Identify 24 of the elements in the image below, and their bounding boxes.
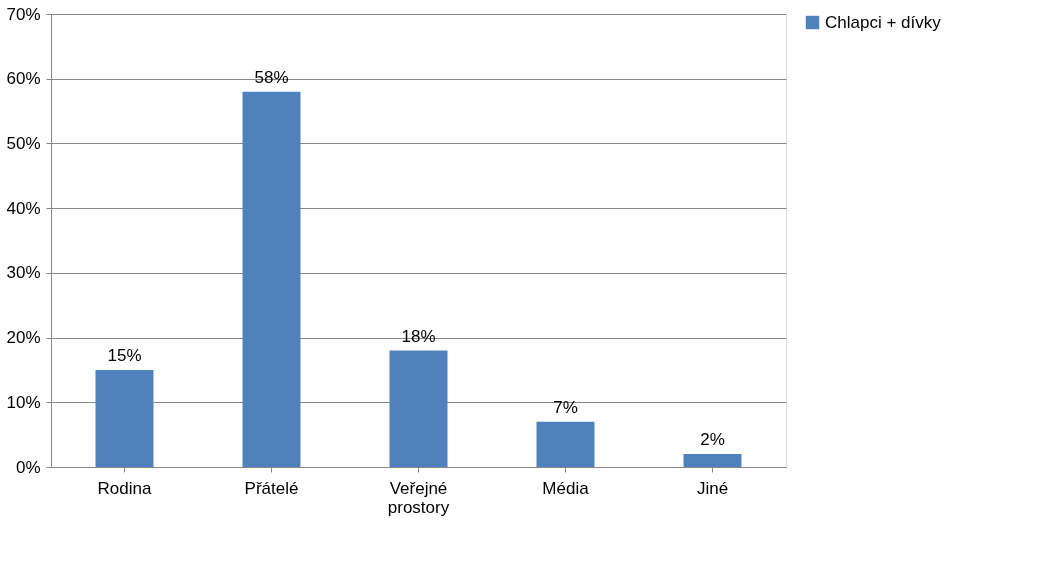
y-tick-label: 10% (6, 392, 41, 412)
y-tick-label: 50% (6, 133, 41, 153)
data-label: 7% (553, 397, 578, 417)
y-tick-label: 0% (15, 457, 41, 477)
data-label: 18% (401, 326, 436, 346)
bar (389, 350, 448, 467)
legend-label: Chlapci + dívky (825, 12, 942, 32)
bar (683, 454, 742, 467)
x-tick-label: Média (542, 478, 590, 498)
bar (242, 91, 301, 467)
y-tick-label: 70% (6, 4, 41, 24)
data-label: 58% (254, 67, 289, 87)
x-tick-label: Jiné (696, 478, 729, 498)
bar (95, 369, 154, 467)
data-label: 2% (700, 430, 725, 450)
bar (536, 421, 595, 467)
y-tick-label: 40% (6, 198, 41, 218)
y-tick-label: 20% (6, 328, 41, 348)
y-tick-label: 30% (6, 263, 41, 283)
x-tick-label: Veřejné prostory (387, 478, 450, 517)
x-tick-label: Rodina (97, 478, 152, 498)
x-tick-label: Přátelé (244, 478, 299, 498)
y-tick-label: 60% (6, 69, 41, 89)
data-label: 15% (107, 345, 142, 365)
